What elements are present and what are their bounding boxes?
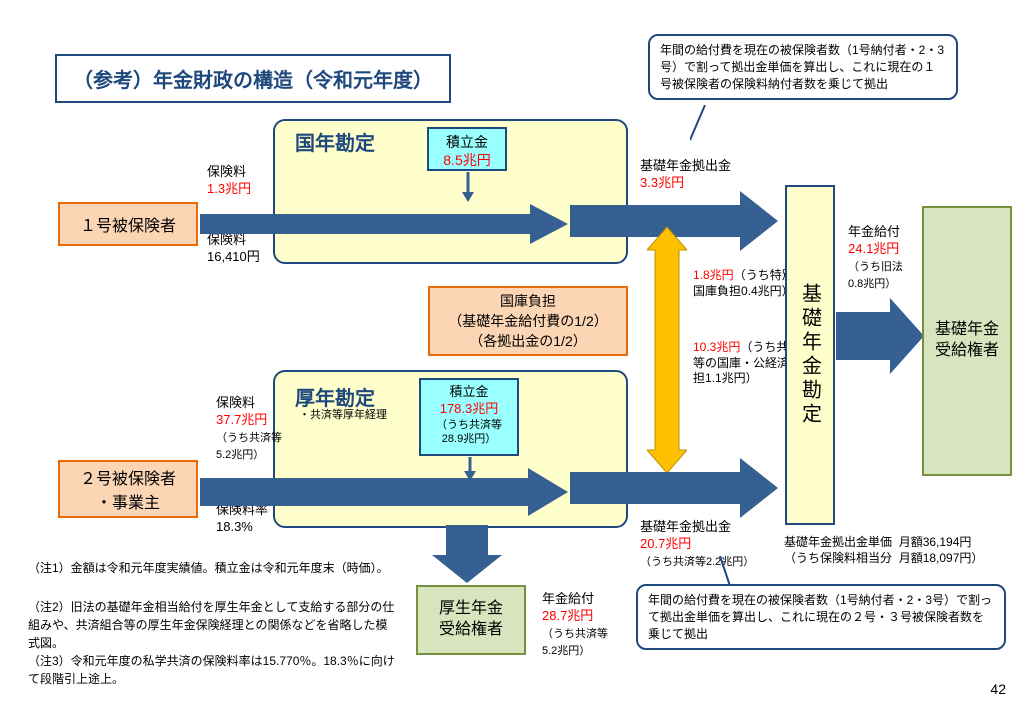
first-insured-text: １号被保険者 bbox=[80, 212, 176, 236]
kounen-title: 厚年勘定 bbox=[295, 382, 375, 411]
premium2-label: 保険料 37.7兆円 （うち共済等 5.2兆円） bbox=[216, 395, 282, 463]
arrow-kiso-to-recipient bbox=[836, 298, 926, 374]
contrib1-label: 基礎年金拠出金 3.3兆円 bbox=[640, 158, 731, 192]
recipient-box: 基礎年金 受給権者 bbox=[922, 206, 1012, 476]
kousei-recipient-text: 厚生年金 受給権者 bbox=[439, 599, 503, 641]
arrow-first-to-kokunen bbox=[200, 200, 570, 248]
bubble-top: 年間の給付費を現在の被保険者数（1号納付者・2・3号）で割って拠出金単価を算出し… bbox=[648, 34, 958, 100]
treasury-line2: （基礎年金給付費の1/2） bbox=[448, 311, 607, 331]
kokunen-title: 国年勘定 bbox=[295, 127, 375, 156]
reserve1-arrow bbox=[458, 172, 478, 202]
kiso-account-box: 基礎年金勘定 bbox=[785, 185, 835, 525]
kousei-benefit-label: 年金給付 28.7兆円 （うち共済等 5.2兆円） bbox=[542, 591, 608, 659]
benefit-label: 年金給付 24.1兆円 （うち旧法 0.8兆円） bbox=[848, 224, 903, 292]
treasury-box: 国庫負担 （基礎年金給付費の1/2） （各拠出金の1/2） bbox=[428, 286, 628, 356]
note2: （注2）旧法の基礎年金相当給付を厚生年金として支給する部分の仕組みや、共済組合等… bbox=[28, 598, 398, 652]
reserve1-val: 8.5兆円 bbox=[433, 151, 501, 169]
bubble-bottom-text: 年間の給付費を現在の被保険者数（1号納付者・2・3号）で割って拠出金単価を算出し… bbox=[648, 593, 992, 641]
kiso-account-text: 基礎年金勘定 bbox=[796, 283, 825, 427]
reserve1-label: 積立金 bbox=[433, 133, 501, 151]
bubble-bottom: 年間の給付費を現在の被保険者数（1号納付者・2・3号）で割って拠出金単価を算出し… bbox=[636, 584, 1006, 650]
second-insured-box: ２号被保険者 ・事業主 bbox=[58, 460, 198, 518]
second-insured-text: ２号被保険者 ・事業主 bbox=[80, 465, 176, 513]
title-box: （参考）年金財政の構造（令和元年度） bbox=[55, 54, 451, 103]
arrow-kounen-to-kiso bbox=[570, 458, 780, 518]
page-number: 42 bbox=[990, 681, 1006, 697]
reserve2-box: 積立金 178.3兆円 （うち共済等 28.9兆円） bbox=[419, 378, 519, 456]
kousei-recipient-box: 厚生年金 受給権者 bbox=[416, 585, 526, 655]
arrow-treasury-vert bbox=[647, 225, 687, 475]
first-insured-box: １号被保険者 bbox=[58, 202, 198, 246]
premium1-label: 保険料 1.3兆円 bbox=[207, 164, 251, 198]
reserve2-val: 178.3兆円 bbox=[425, 401, 513, 418]
reserve2-sub: （うち共済等 28.9兆円） bbox=[425, 418, 513, 447]
arrow-kounen-to-recipient bbox=[432, 525, 502, 585]
title-text: （参考）年金財政の構造（令和元年度） bbox=[73, 70, 433, 92]
reserve2-label: 積立金 bbox=[425, 384, 513, 401]
reserve1-box: 積立金 8.5兆円 bbox=[427, 127, 507, 171]
treasury-line1: 国庫負担 bbox=[500, 291, 556, 311]
arrow-second-to-kounen bbox=[200, 466, 570, 518]
note3: （注3）令和元年度の私学共済の保険料率は15.770％。18.3％に向けて段階引… bbox=[28, 652, 398, 688]
kounen-sub: ・共済等厚年経理 bbox=[299, 408, 387, 422]
inflow1: 1.8兆円（うち特別 国庫負担0.4兆円） bbox=[693, 268, 794, 299]
recipient-text: 基礎年金 受給権者 bbox=[935, 320, 999, 362]
bubble-top-text: 年間の給付費を現在の被保険者数（1号納付者・2・3号）で割って拠出金単価を算出し… bbox=[660, 43, 944, 91]
note1: （注1）金額は令和元年度実績値。積立金は令和元年度末（時価）。 bbox=[28, 559, 398, 577]
unit-price: 基礎年金拠出金単価 月額36,194円 （うち保険料相当分 月額18,097円） bbox=[784, 535, 983, 566]
treasury-line3: （各拠出金の1/2） bbox=[469, 331, 586, 351]
